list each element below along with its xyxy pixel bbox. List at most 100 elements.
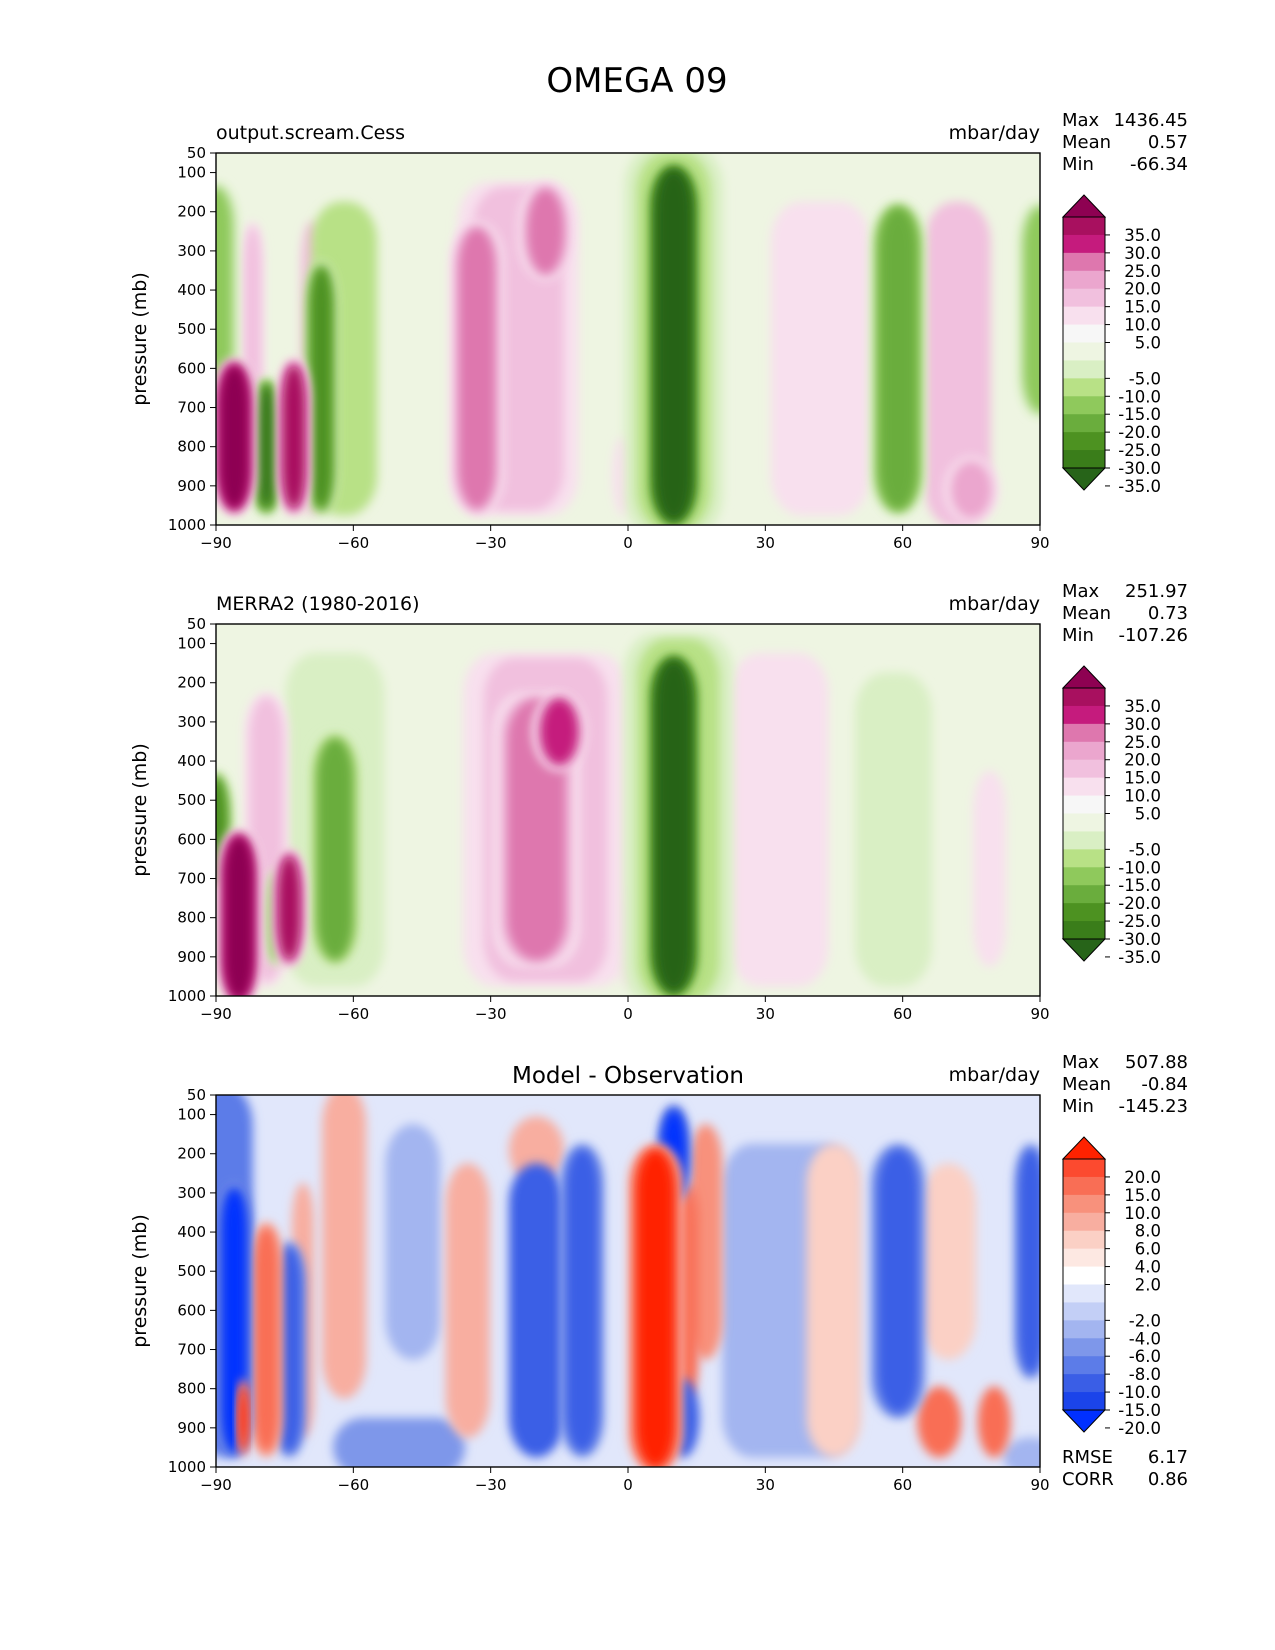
x-tick-label: 30 — [756, 1476, 775, 1494]
colorbar-bin — [1063, 1194, 1105, 1214]
stat-min-value: -66.34 — [1130, 154, 1188, 175]
colorbar-bin — [1063, 1302, 1105, 1321]
stat-max-value: 251.97 — [1125, 581, 1188, 602]
contour-feature — [527, 188, 564, 274]
y-tick-label: 800 — [177, 1380, 206, 1398]
colorbar-label: -10.0 — [1118, 858, 1161, 877]
y-axis-label: pressure (mb) — [129, 1214, 151, 1348]
y-tick-label: 400 — [177, 1223, 206, 1241]
colorbar-bin — [1063, 324, 1105, 343]
colorbar-label: 4.0 — [1135, 1258, 1161, 1277]
colorbar-label: 20.0 — [1124, 1168, 1161, 1187]
contour-feature — [256, 385, 277, 508]
colorbar-bin — [1063, 921, 1105, 940]
colorbar-bin — [1063, 432, 1105, 451]
y-tick-label: 900 — [177, 948, 206, 966]
colorbar-label: 10.0 — [1124, 1204, 1161, 1223]
contour-feature — [239, 1385, 248, 1451]
colorbar-bin — [1063, 759, 1105, 779]
stat-min-value: -107.26 — [1119, 625, 1188, 646]
units-label: mbar/day — [949, 593, 1040, 615]
colorbar-label: -15.0 — [1118, 876, 1161, 895]
y-axis-label: pressure (mb) — [129, 743, 151, 877]
panel-title: Model - Observation — [512, 1063, 744, 1089]
colorbar-label: 25.0 — [1124, 733, 1161, 752]
y-tick-label: 200 — [177, 1145, 206, 1163]
contour-feature — [950, 461, 992, 519]
x-tick-label: −30 — [475, 1005, 507, 1023]
colorbar-bin — [1063, 306, 1105, 326]
y-tick-label: 500 — [177, 1262, 206, 1280]
stat-mean-label: Mean — [1062, 603, 1111, 624]
colorbar-bin — [1063, 414, 1105, 433]
y-tick-label: 50 — [187, 615, 206, 633]
colorbar-bin — [1063, 342, 1105, 361]
colorbar-bin — [1063, 1266, 1105, 1285]
colorbar-label: -15.0 — [1118, 405, 1161, 424]
contour-feature — [225, 836, 253, 996]
x-tick-label: −90 — [200, 534, 232, 552]
colorbar: 35.030.025.020.015.010.05.0 -5.0-10.0-15.… — [1061, 665, 1161, 967]
y-tick-label: 400 — [177, 281, 206, 299]
contour-feature — [1018, 1148, 1040, 1375]
colorbar-label: -5.0 — [1129, 840, 1161, 859]
contour-feature — [1003, 1437, 1040, 1467]
y-tick-label: 500 — [177, 320, 206, 338]
colorbar-bin — [1063, 777, 1105, 797]
panel-left-title: MERRA2 (1980-2016) — [216, 593, 420, 615]
colorbar-label: 5.0 — [1135, 805, 1161, 824]
colorbar-bin — [1063, 1392, 1105, 1411]
colorbar-bin — [1063, 1338, 1105, 1357]
colorbar-label: -20.0 — [1118, 894, 1161, 913]
colorbar-label: 25.0 — [1124, 262, 1161, 281]
contour-feature — [656, 170, 691, 520]
x-tick-label: −60 — [338, 534, 370, 552]
colorbar-label: -4.0 — [1129, 1329, 1161, 1348]
colorbar-bin — [1063, 1320, 1105, 1339]
colorbar-bin — [1063, 1230, 1105, 1250]
contour-feature — [973, 770, 1007, 967]
contour-feature — [283, 365, 305, 508]
colorbar-bin — [1063, 903, 1105, 922]
contour-feature — [855, 672, 932, 987]
colorbar-bin — [1063, 450, 1105, 469]
contour-feature — [877, 1148, 919, 1414]
colorbar-label: -35.0 — [1118, 948, 1161, 967]
colorbar-bin — [1063, 234, 1105, 254]
stat-max-label: Max — [1062, 110, 1100, 131]
contour-feature — [770, 201, 870, 516]
y-tick-label: 900 — [177, 477, 206, 495]
x-tick-label: 90 — [1030, 534, 1049, 552]
colorbar-bin — [1063, 360, 1105, 379]
stat-rmse-value: 6.17 — [1148, 1447, 1188, 1468]
contour-feature — [278, 856, 300, 960]
y-tick-label: 800 — [177, 909, 206, 927]
colorbar-extend-top — [1061, 665, 1107, 689]
colorbar-bin — [1063, 885, 1105, 904]
colorbar-label: 15.0 — [1124, 1186, 1161, 1205]
contour-feature — [977, 1386, 1011, 1458]
contour-field — [216, 153, 1040, 525]
colorbar-extend-bottom — [1061, 1409, 1107, 1433]
stat-min-label: Min — [1062, 154, 1094, 175]
colorbar-label: -20.0 — [1118, 1419, 1161, 1438]
stat-mean-value: 0.73 — [1148, 603, 1188, 624]
contour-feature — [508, 1116, 564, 1184]
y-tick-label: 700 — [177, 870, 206, 888]
x-tick-label: 60 — [893, 534, 912, 552]
x-tick-label: 60 — [893, 1005, 912, 1023]
y-tick-label: 700 — [177, 1341, 206, 1359]
x-tick-label: 0 — [623, 1005, 633, 1023]
colorbar-bin — [1063, 1374, 1105, 1393]
y-tick-label: 600 — [177, 359, 206, 377]
colorbar-label: -25.0 — [1118, 912, 1161, 931]
contour-feature — [333, 1417, 466, 1467]
colorbar-bin — [1063, 723, 1105, 743]
colorbar-label: 30.0 — [1124, 715, 1161, 734]
colorbar-bin — [1063, 252, 1105, 272]
contour-feature — [253, 1227, 279, 1453]
colorbar-bin — [1063, 688, 1105, 707]
y-tick-label: 300 — [177, 1184, 206, 1202]
contour-feature — [216, 187, 233, 413]
panel-2: MERRA2 (1980-2016) mbar/day50100200300400… — [129, 581, 1188, 1023]
